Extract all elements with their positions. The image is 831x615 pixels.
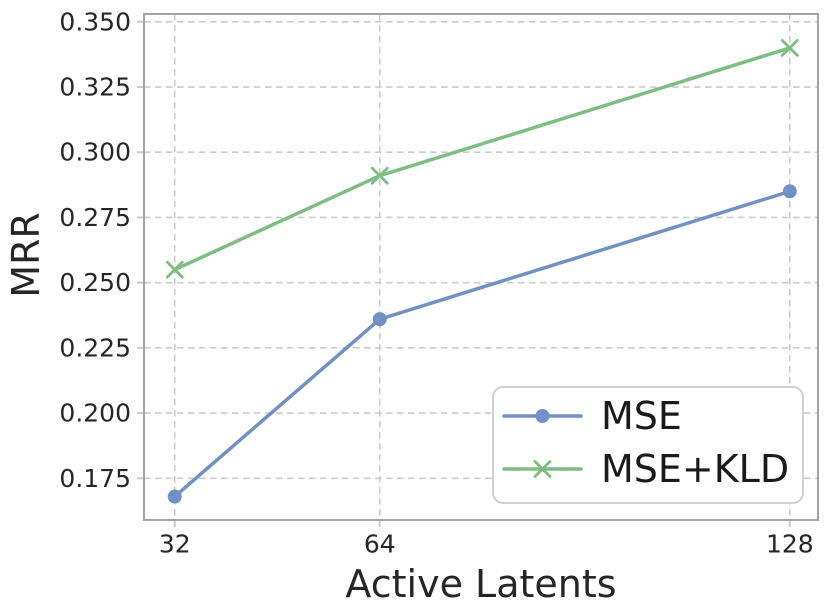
y-tick-label: 0.325 xyxy=(59,73,131,102)
y-tick-label: 0.250 xyxy=(59,268,131,297)
x-tick-label: 32 xyxy=(159,530,191,559)
series-MSE xyxy=(167,184,797,504)
data-point-circle xyxy=(782,184,797,199)
x-tick-label: 128 xyxy=(766,530,814,559)
series-MSE+KLD xyxy=(165,39,799,279)
tick-marks xyxy=(137,20,791,527)
y-tick-label: 0.275 xyxy=(59,203,131,232)
legend: MSE MSE+KLD xyxy=(492,386,804,504)
data-point-x xyxy=(780,39,799,57)
x-axis-label: Active Latents xyxy=(345,562,616,606)
legend-label: MSE xyxy=(601,394,682,438)
y-tick-label: 0.300 xyxy=(59,138,131,167)
data-point-x xyxy=(165,260,184,279)
data-point-circle xyxy=(372,312,387,327)
plot-spines xyxy=(143,13,819,521)
x-tick-label: 64 xyxy=(364,530,396,559)
data-point-circle xyxy=(535,409,550,423)
y-tick-label: 0.175 xyxy=(59,464,131,493)
legend-entry-MSE+KLD: MSE+KLD xyxy=(502,447,789,491)
y-axis-label: MRR xyxy=(4,212,48,298)
legend-entry-MSE: MSE xyxy=(502,394,682,438)
data-point-circle xyxy=(167,489,182,504)
legend-label: MSE+KLD xyxy=(601,447,789,491)
data-point-x xyxy=(533,460,552,478)
y-tick-label: 0.200 xyxy=(59,399,131,428)
y-tick-label: 0.225 xyxy=(59,333,131,362)
y-tick-label: 0.350 xyxy=(59,7,131,36)
data-point-x xyxy=(370,166,389,185)
